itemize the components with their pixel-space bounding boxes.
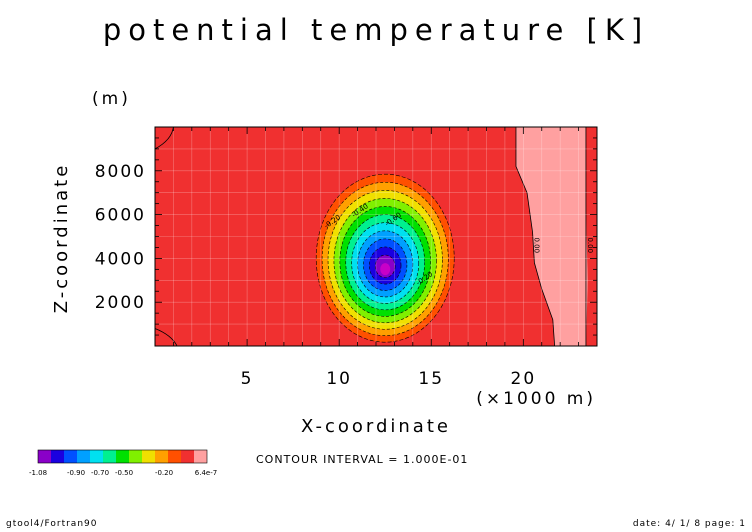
y-tick-label: 4000: [95, 249, 146, 269]
colorbar-labels: -1.08 -0.90 -0.70 -0.50 -0.20 6.4e-7: [29, 469, 217, 477]
anomaly-core: [380, 263, 391, 276]
colorbar-swatch: [64, 450, 77, 463]
x-axis-unit: (×1000 m): [476, 389, 596, 409]
colorbar-swatch: [90, 450, 103, 463]
colorbar-swatch: [77, 450, 90, 463]
colorbar-label: -1.08: [29, 469, 47, 477]
colorbar-swatch: [168, 450, 181, 463]
x-tick-label: 10: [326, 369, 352, 389]
grid: [155, 127, 597, 346]
colorbar-swatch: [155, 450, 168, 463]
colorbar-swatch: [38, 450, 51, 463]
contour-label: 0.00: [586, 237, 594, 253]
colorbar: [37, 449, 208, 464]
chart-title: potential temperature [K]: [103, 13, 649, 47]
colorbar-swatch: [194, 450, 207, 463]
x-tick-label: 20: [511, 369, 537, 389]
footer-right: date: 4/ 1/ 8 page: 1: [633, 519, 746, 529]
zero-contour-bottom-left: [154, 328, 178, 347]
colorbar-swatch: [181, 450, 194, 463]
colorbar-swatch: [129, 450, 142, 463]
colorbar-label: -0.50: [115, 469, 133, 477]
y-tick-labels: 2000 4000 6000 8000: [95, 162, 146, 313]
colorbar-swatch: [51, 450, 64, 463]
colorbar-swatch: [116, 450, 129, 463]
zero-contour-right: [515, 127, 556, 347]
colorbar-label: -0.20: [155, 469, 173, 477]
zero-contour-top-left: [154, 126, 174, 150]
x-tick-label: 5: [241, 369, 254, 389]
footer-left: gtool4/Fortran90: [6, 519, 97, 529]
x-axis-label: X-coordinate: [301, 416, 451, 437]
colorbar-label: -0.70: [91, 469, 109, 477]
colorbar-swatch: [142, 450, 155, 463]
x-tick-label: 15: [418, 369, 444, 389]
colorbar-label: 6.4e-7: [195, 469, 217, 477]
colorbar-frame: [37, 449, 208, 464]
y-axis-unit: (m): [92, 89, 131, 109]
contour-interval-note: CONTOUR INTERVAL = 1.000E-01: [256, 453, 468, 466]
right-edge-strip: [587, 127, 597, 346]
colorbar-label: -0.90: [67, 469, 85, 477]
y-tick-label: 2000: [95, 293, 146, 313]
y-tick-label: 6000: [95, 206, 146, 226]
contour-label: 0.00: [532, 237, 540, 253]
y-tick-label: 8000: [95, 162, 146, 182]
positive-region: [515, 127, 588, 346]
x-tick-labels: 5 10 15 20: [241, 369, 537, 389]
plot-area: [154, 126, 598, 347]
colorbar-swatch: [103, 450, 116, 463]
y-axis-label: Z-coordinate: [51, 163, 72, 314]
